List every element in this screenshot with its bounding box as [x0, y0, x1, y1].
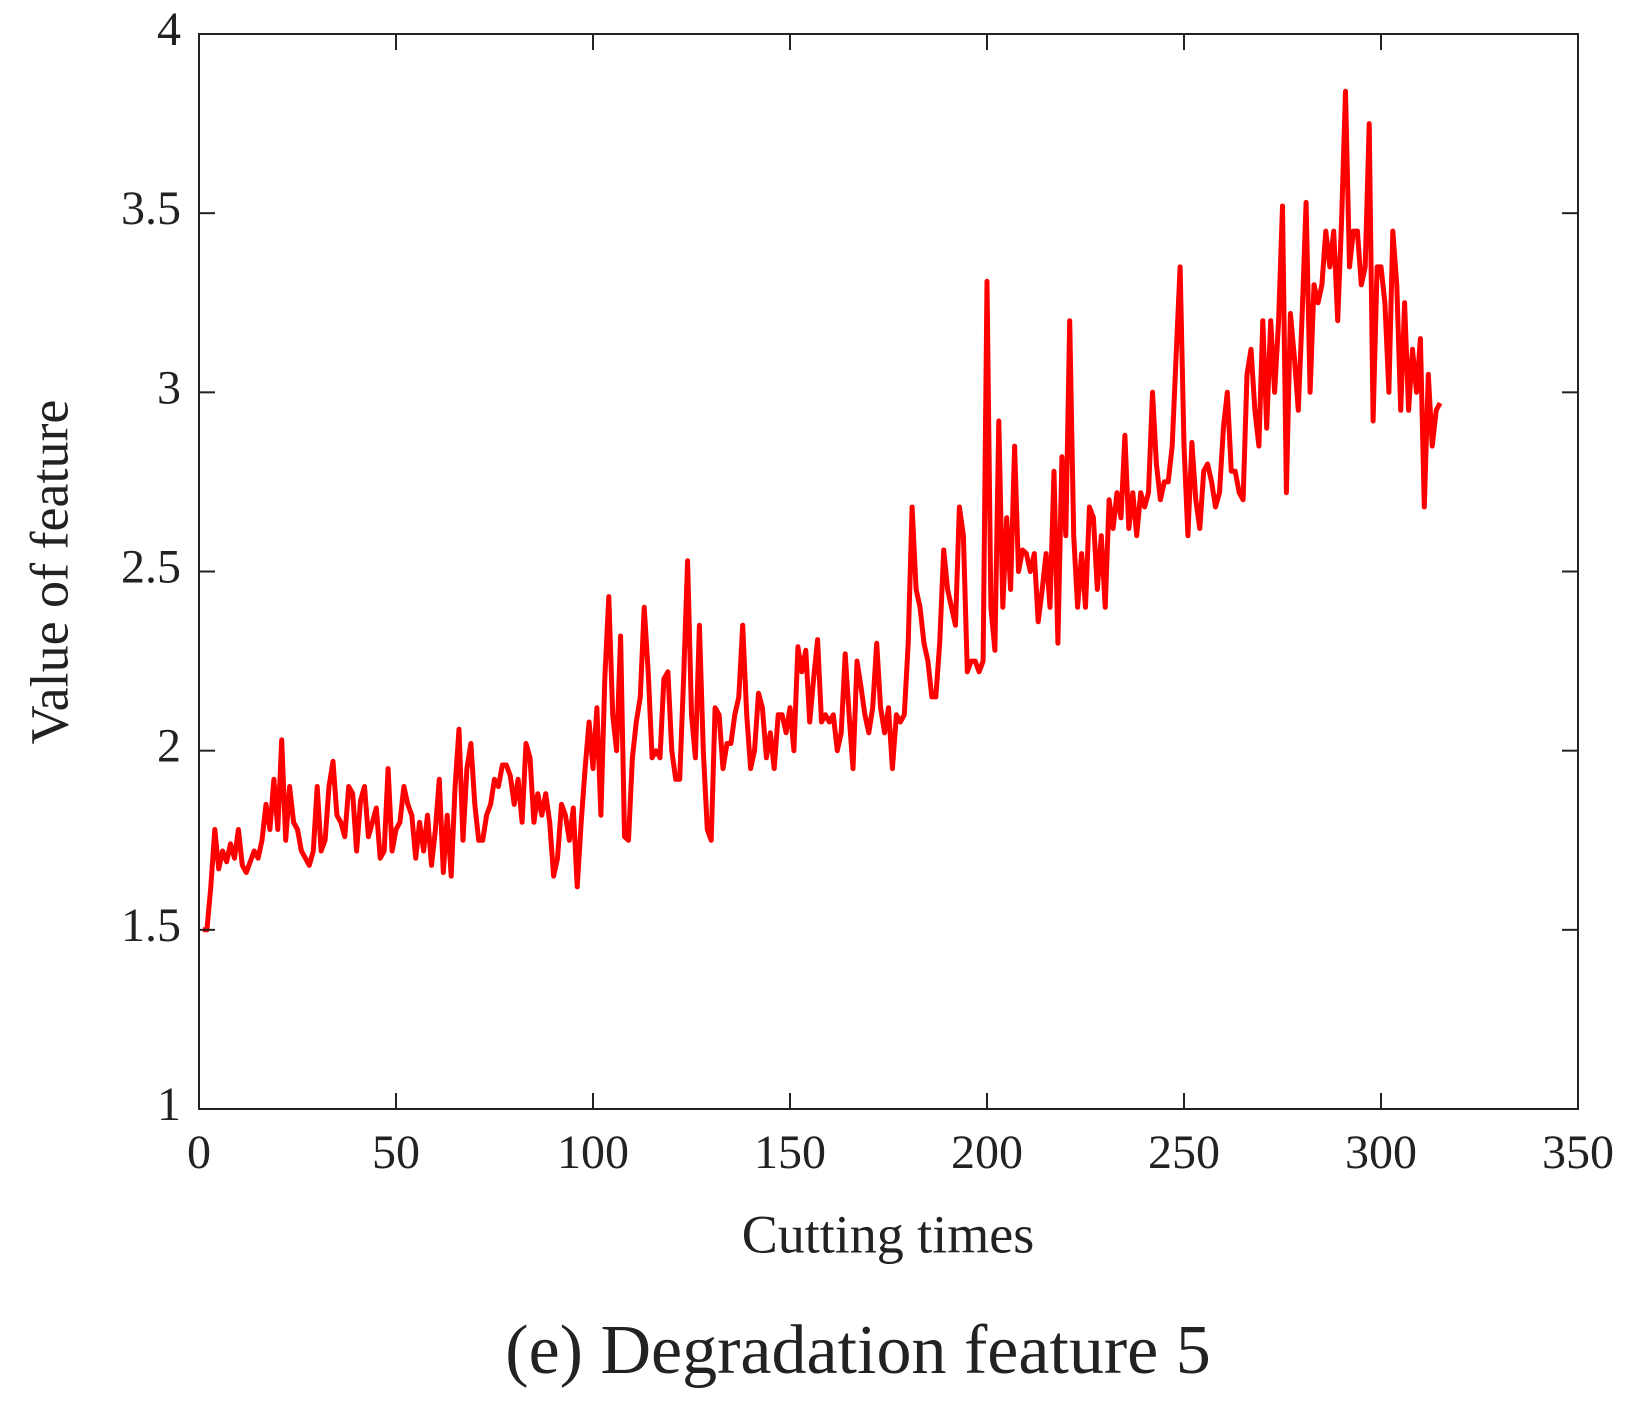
y-tick-label: 2: [157, 720, 181, 773]
x-tick-label: 0: [187, 1126, 211, 1179]
y-tick-label: 2.5: [121, 541, 181, 594]
x-tick-label: 200: [951, 1126, 1023, 1179]
x-tick-label: 100: [557, 1126, 629, 1179]
x-tick-label: 250: [1148, 1126, 1220, 1179]
data-line: [202, 88, 1443, 933]
y-tick-label: 1: [157, 1078, 181, 1131]
x-axis-label: Cutting times: [742, 1204, 1035, 1264]
x-tick-label: 150: [754, 1126, 826, 1179]
y-tick-label: 1.5: [121, 899, 181, 952]
y-tick-label: 4: [157, 3, 181, 56]
y-tick-label: 3.5: [121, 182, 181, 235]
y-tick-label: 3: [157, 361, 181, 414]
x-tick-label: 50: [372, 1126, 420, 1179]
x-tick-label: 350: [1542, 1126, 1614, 1179]
y-axis-label: Value of feature: [19, 400, 79, 745]
chart-title: (e) Degradation feature 5: [505, 1312, 1210, 1389]
x-tick-label: 300: [1345, 1126, 1417, 1179]
